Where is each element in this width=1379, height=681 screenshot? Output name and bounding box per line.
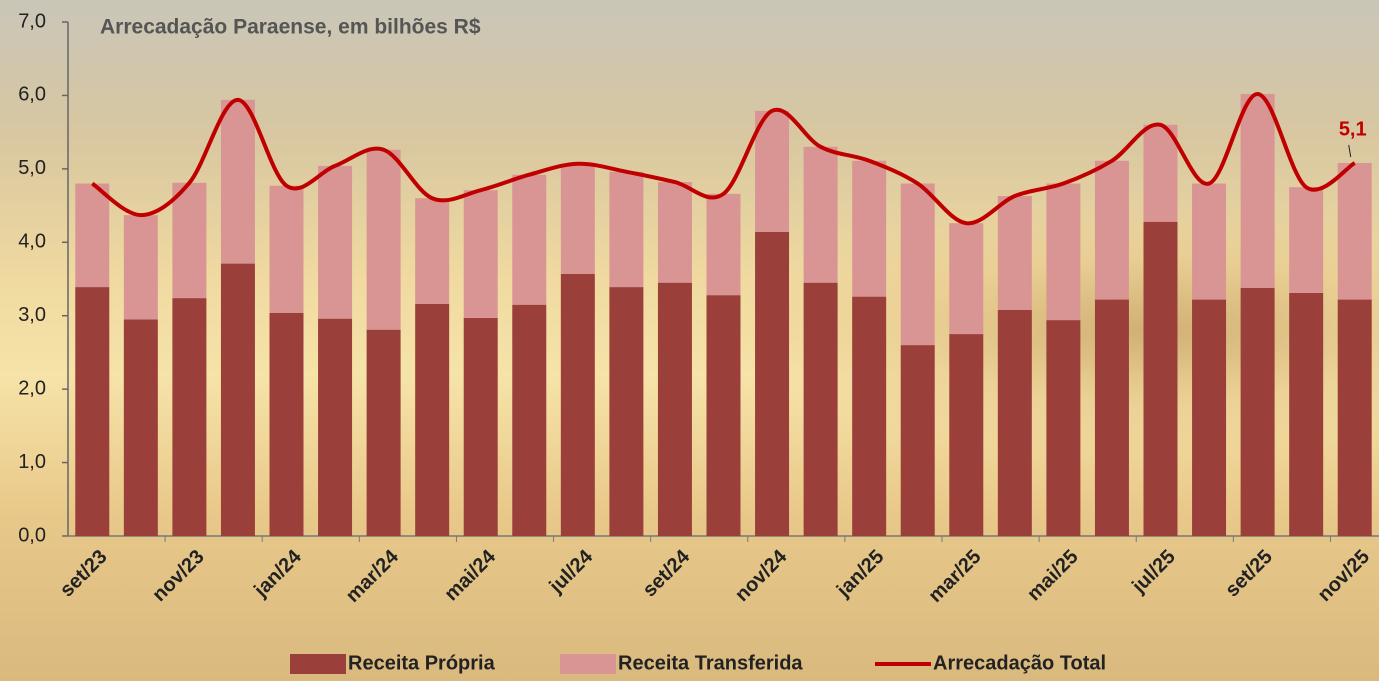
x-tick-label: jul/25 xyxy=(1127,546,1179,598)
bar xyxy=(560,163,595,274)
bar xyxy=(803,282,838,536)
y-tick-label: 6,0 xyxy=(18,84,46,106)
bar xyxy=(512,304,547,536)
legend-swatch xyxy=(290,654,346,674)
bar xyxy=(318,318,353,536)
bar xyxy=(1289,187,1324,293)
bar xyxy=(755,232,790,536)
bar xyxy=(852,160,887,297)
x-tick-label: nov/25 xyxy=(1314,546,1374,606)
legend-label: Arrecadação Total xyxy=(933,652,1106,674)
bar xyxy=(1192,183,1227,300)
bar xyxy=(123,215,158,320)
x-tick-label: set/25 xyxy=(1221,546,1277,602)
bar xyxy=(949,334,984,536)
bar xyxy=(657,282,692,536)
y-tick-label: 0,0 xyxy=(18,524,46,546)
bar xyxy=(220,99,255,264)
bar xyxy=(1337,162,1372,300)
bar xyxy=(1240,93,1275,288)
bar xyxy=(75,287,110,536)
bar xyxy=(657,182,692,283)
bar xyxy=(75,183,110,288)
label-leader xyxy=(1348,144,1352,158)
bar xyxy=(1046,320,1081,536)
x-tick-label: set/24 xyxy=(639,545,695,601)
bar xyxy=(852,296,887,536)
bar xyxy=(997,309,1032,536)
bar xyxy=(900,345,935,536)
bar xyxy=(803,146,838,283)
x-tick-label: mar/24 xyxy=(342,545,404,607)
x-tick-label: nov/23 xyxy=(148,546,208,606)
x-tick-label: jul/24 xyxy=(545,545,598,598)
bar xyxy=(949,223,984,335)
bar xyxy=(1337,299,1372,536)
bar xyxy=(220,263,255,536)
bar xyxy=(172,298,207,536)
bar xyxy=(1240,287,1275,536)
bar xyxy=(1143,221,1178,536)
bar xyxy=(366,149,401,330)
bar xyxy=(269,185,304,313)
y-tick-label: 2,0 xyxy=(18,377,46,399)
bar xyxy=(900,183,935,346)
x-tick-label: jan/25 xyxy=(832,546,888,602)
bar xyxy=(560,273,595,536)
bar xyxy=(706,193,741,296)
bar xyxy=(706,295,741,536)
bar xyxy=(366,329,401,536)
bar xyxy=(1094,160,1129,300)
y-tick-label: 3,0 xyxy=(18,304,46,326)
bar xyxy=(609,171,644,288)
bar xyxy=(123,319,158,536)
bar xyxy=(997,196,1032,310)
bar xyxy=(755,110,790,233)
x-tick-label: jan/24 xyxy=(249,545,306,602)
bar xyxy=(512,174,547,305)
bar xyxy=(609,287,644,536)
x-tick-label: mai/25 xyxy=(1023,546,1083,606)
bar xyxy=(415,303,450,536)
x-tick-label: nov/24 xyxy=(731,545,792,606)
bar xyxy=(172,182,207,299)
bar xyxy=(1192,299,1227,536)
line xyxy=(91,91,1356,226)
y-tick-label: 1,0 xyxy=(18,451,46,473)
bar xyxy=(463,190,498,318)
bar xyxy=(269,312,304,536)
y-tick-label: 5,0 xyxy=(18,157,46,179)
bar xyxy=(1289,292,1324,536)
y-tick-label: 7,0 xyxy=(18,10,46,32)
bar xyxy=(1143,124,1178,222)
bar xyxy=(1046,183,1081,321)
legend-label: Receita Transferida xyxy=(618,652,803,674)
legend-label: Receita Própria xyxy=(348,652,496,674)
bar xyxy=(1094,299,1129,536)
bar xyxy=(463,317,498,536)
bar xyxy=(415,198,450,304)
y-tick-label: 4,0 xyxy=(18,231,46,253)
x-tick-label: set/23 xyxy=(56,546,112,602)
x-tick-label: mai/24 xyxy=(440,545,500,605)
chart-title: Arrecadação Paraense, em bilhões R$ xyxy=(100,16,481,39)
x-tick-label: mar/25 xyxy=(924,546,985,607)
legend-swatch xyxy=(560,654,616,674)
bar xyxy=(318,165,353,319)
data-label: 5,1 xyxy=(1339,118,1367,140)
